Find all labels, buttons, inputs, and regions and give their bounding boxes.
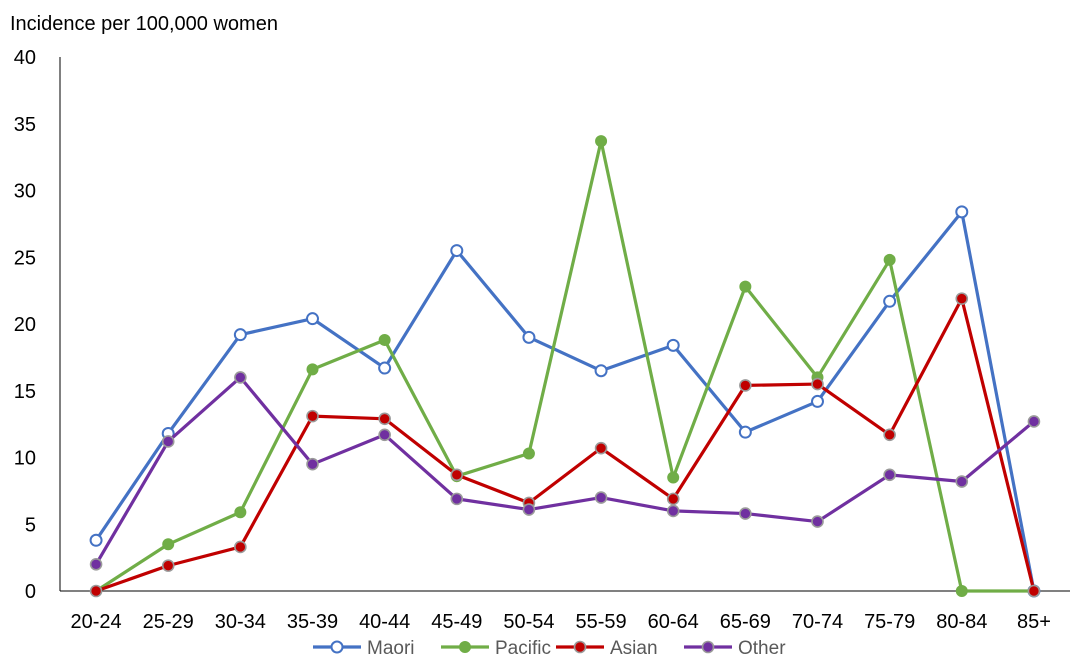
data-point-maori bbox=[330, 640, 344, 654]
series-pacific bbox=[90, 135, 1040, 597]
x-tick-label: 45-49 bbox=[431, 611, 482, 633]
data-point-maori bbox=[738, 425, 752, 439]
series-asian bbox=[89, 292, 1041, 598]
x-tick-label: 20-24 bbox=[70, 611, 121, 633]
data-point-other bbox=[89, 557, 103, 571]
data-point-other bbox=[739, 507, 752, 520]
series-line-pacific bbox=[94, 139, 1036, 593]
series-group bbox=[89, 135, 1041, 598]
x-tick-label: 40-44 bbox=[359, 611, 410, 633]
data-point-asian bbox=[594, 441, 608, 455]
data-point-other bbox=[161, 435, 175, 448]
series-line-maori bbox=[94, 210, 1036, 593]
data-point-other bbox=[955, 475, 969, 488]
y-tick-label: 0 bbox=[25, 581, 36, 603]
data-point-asian bbox=[666, 492, 680, 506]
x-tick-label: 75-79 bbox=[864, 611, 915, 633]
x-tick-label: 60-64 bbox=[648, 611, 699, 633]
legend-item-asian: Asian bbox=[556, 638, 658, 658]
data-point-pacific bbox=[306, 363, 319, 376]
x-tick-label: 25-29 bbox=[143, 611, 194, 633]
data-point-maori bbox=[450, 244, 464, 258]
data-point-pacific bbox=[739, 280, 752, 293]
y-axis-title: Incidence per 100,000 women bbox=[10, 13, 278, 35]
data-point-maori bbox=[522, 330, 536, 344]
data-point-asian bbox=[161, 559, 175, 572]
legend-item-maori: Maori bbox=[313, 638, 415, 658]
data-point-other bbox=[234, 371, 247, 384]
y-tick-label: 35 bbox=[14, 114, 36, 136]
data-point-other bbox=[594, 491, 608, 504]
data-point-maori bbox=[955, 205, 969, 219]
series-other bbox=[89, 371, 1041, 571]
data-point-asian bbox=[883, 428, 896, 442]
y-tick-label: 25 bbox=[14, 247, 36, 269]
data-point-other bbox=[883, 468, 896, 482]
data-point-asian bbox=[1027, 584, 1041, 598]
data-point-pacific bbox=[595, 135, 608, 148]
series-line-asian bbox=[94, 297, 1036, 593]
data-point-maori bbox=[378, 361, 392, 375]
data-point-asian bbox=[306, 409, 319, 423]
data-point-pacific bbox=[162, 538, 175, 551]
legend: Maori Pacific Asian Other bbox=[313, 638, 786, 658]
x-tick-label: 70-74 bbox=[792, 611, 843, 633]
y-tick-label: 5 bbox=[25, 514, 36, 536]
y-tick-label: 20 bbox=[14, 314, 36, 336]
data-point-asian bbox=[739, 379, 752, 392]
data-point-asian bbox=[811, 377, 824, 391]
series-line-other bbox=[94, 375, 1036, 566]
data-point-other bbox=[522, 503, 536, 516]
legend-item-pacific: Pacific bbox=[441, 638, 551, 658]
data-point-asian bbox=[955, 292, 969, 305]
data-point-maori bbox=[666, 338, 680, 352]
data-point-other bbox=[701, 640, 715, 654]
y-tick-label: 30 bbox=[14, 181, 36, 203]
data-point-pacific bbox=[234, 506, 247, 519]
legend-label-asian: Asian bbox=[610, 638, 658, 658]
legend-label-maori: Maori bbox=[367, 638, 415, 658]
legend-label-pacific: Pacific bbox=[495, 638, 551, 658]
data-point-asian bbox=[234, 540, 247, 554]
data-point-other bbox=[450, 492, 464, 506]
data-point-maori bbox=[594, 364, 608, 378]
data-point-maori bbox=[811, 394, 824, 408]
data-point-pacific bbox=[378, 334, 391, 347]
data-point-maori bbox=[883, 294, 897, 308]
data-point-other bbox=[811, 515, 824, 528]
data-point-asian bbox=[378, 412, 391, 426]
data-point-maori bbox=[89, 533, 103, 547]
data-point-other bbox=[378, 428, 391, 442]
data-point-asian bbox=[450, 468, 464, 482]
x-tick-label: 65-69 bbox=[720, 611, 771, 633]
data-point-other bbox=[306, 457, 319, 471]
data-point-pacific bbox=[883, 253, 896, 266]
data-point-maori bbox=[306, 312, 319, 326]
x-tick-label: 50-54 bbox=[503, 611, 554, 633]
y-tick-label: 40 bbox=[14, 47, 36, 69]
data-point-asian bbox=[573, 640, 587, 654]
y-tick-label: 15 bbox=[14, 381, 36, 403]
data-point-pacific bbox=[459, 641, 471, 653]
data-point-asian bbox=[89, 584, 103, 598]
x-tick-label: 85+ bbox=[1017, 611, 1051, 633]
data-point-pacific bbox=[955, 585, 968, 597]
data-point-other bbox=[666, 504, 680, 518]
legend-label-other: Other bbox=[738, 638, 786, 658]
x-tick-labels: 20-24 25-29 30-34 35-39 40-44 45-49 50-54 55-59… bbox=[70, 611, 1050, 633]
data-point-other bbox=[1027, 415, 1041, 428]
y-tick-label: 10 bbox=[14, 448, 36, 470]
x-tick-label: 30-34 bbox=[215, 611, 266, 633]
y-tick-labels: 0 5 10 15 20 25 30 35 40 bbox=[14, 47, 36, 603]
x-tick-label: 35-39 bbox=[287, 611, 338, 633]
data-point-pacific bbox=[667, 471, 680, 484]
data-point-pacific bbox=[522, 447, 535, 460]
x-tick-label: 80-84 bbox=[936, 611, 987, 633]
data-point-maori bbox=[233, 328, 247, 342]
x-tick-label: 55-59 bbox=[575, 611, 626, 633]
series-maori bbox=[89, 205, 1041, 598]
legend-item-other: Other bbox=[684, 638, 786, 658]
